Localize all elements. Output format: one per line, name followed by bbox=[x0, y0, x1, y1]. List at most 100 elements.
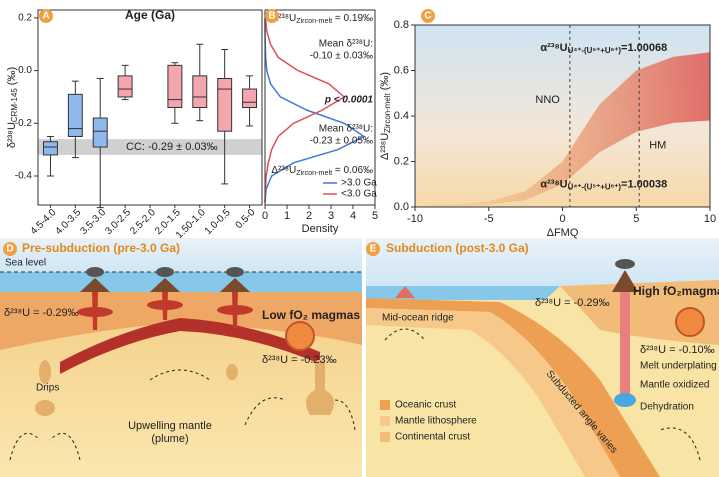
x-tick-label: -5 bbox=[484, 213, 494, 225]
plot-frame bbox=[264, 9, 376, 206]
x-tick-label: 0 bbox=[559, 213, 565, 225]
annotation-sub: Zircon-melt bbox=[296, 16, 332, 25]
label: Sea level bbox=[5, 258, 46, 269]
annotation: p < 0.0001 bbox=[324, 95, 374, 106]
label: (plume) bbox=[151, 433, 188, 445]
annotation-tail: = 0.19‰ bbox=[332, 13, 373, 24]
sky bbox=[366, 238, 719, 286]
panel-label: D bbox=[6, 244, 13, 255]
drips bbox=[35, 360, 334, 416]
y-tick-label: 0.2 bbox=[394, 155, 409, 167]
volcanoes bbox=[80, 267, 250, 292]
chart-title: Age (Ga) bbox=[125, 8, 175, 22]
annotation-main: α²³⁸U bbox=[540, 42, 567, 54]
label: δ²³⁸U = -0.23‰ bbox=[262, 354, 337, 366]
plot-frame bbox=[414, 24, 711, 208]
x-axis-label: Density bbox=[302, 223, 339, 235]
x-tick-label: 5 bbox=[372, 210, 378, 222]
magma-chamber bbox=[675, 307, 705, 337]
reference-label: NNO bbox=[535, 94, 560, 106]
x-tick-label: 5 bbox=[633, 213, 639, 225]
annotation-sub: U⁴⁺-(U⁵⁺+U⁶⁺) bbox=[568, 46, 622, 55]
x-tick-label: 2.5-2.0 bbox=[128, 207, 158, 237]
y-tick-label: -0.4 bbox=[15, 171, 33, 182]
legend-swatch bbox=[380, 432, 390, 442]
annotation-main: α²³⁸U bbox=[540, 178, 567, 190]
x-tick-label: 0.5-0 bbox=[234, 207, 258, 231]
reference-label: HM bbox=[649, 139, 666, 151]
smoke bbox=[615, 259, 635, 269]
label: δ²³⁸U = -0.10‰ bbox=[640, 344, 715, 356]
y-axis-label-main: Δ²³⁸U bbox=[379, 133, 391, 160]
x-tick-label: 4.0-3.5 bbox=[54, 207, 84, 237]
y-axis-label-main: δ²³⁸U bbox=[6, 122, 18, 148]
y-axis-label-tail: (‰) bbox=[6, 67, 18, 88]
x-tick-label: 3 bbox=[328, 210, 334, 222]
annotation: α²³⁸UU⁴⁺-(U⁵⁺+U⁶⁺)=1.00068 bbox=[540, 42, 667, 55]
x-tick-label: 3.5-3.0 bbox=[78, 207, 108, 237]
annotation: -0.23 ± 0.05‰ bbox=[310, 136, 373, 147]
legend-label: Mantle lithosphere bbox=[395, 416, 477, 427]
label: Dehydration bbox=[640, 402, 694, 413]
x-tick-label: 0 bbox=[262, 210, 268, 222]
box bbox=[67, 93, 83, 137]
sky bbox=[0, 238, 362, 272]
panel-label-bg bbox=[366, 242, 380, 256]
box bbox=[192, 75, 208, 109]
annotation: -0.10 ± 0.03‰ bbox=[310, 51, 373, 62]
conduits bbox=[77, 290, 253, 330]
annotation-tail: = 0.06‰ bbox=[332, 165, 373, 176]
reference-label: CC: -0.29 ± 0.03‰ bbox=[126, 141, 218, 153]
y-tick-label: -0.2 bbox=[15, 118, 33, 129]
x-tick-label: 3.0-2.5 bbox=[103, 207, 133, 237]
magma-chamber bbox=[285, 321, 315, 351]
label: Mantle oxidized bbox=[640, 380, 709, 391]
panel-label-bg bbox=[421, 9, 435, 23]
x-tick-label: -10 bbox=[407, 213, 423, 225]
dehydration bbox=[614, 393, 636, 407]
label: Mid-ocean ridge bbox=[382, 313, 454, 324]
x-tick-label: 1 bbox=[284, 210, 290, 222]
box bbox=[117, 75, 133, 98]
x-tick-label: 4.5-4.0 bbox=[29, 207, 59, 237]
label: Melt underplating bbox=[640, 361, 717, 372]
annotation: Δ²³⁸UZircon-melt = 0.06‰ bbox=[271, 165, 373, 177]
flow-arrows bbox=[9, 369, 356, 461]
panel-d: D Pre-subduction (pre-3.0 Ga) Sea level … bbox=[0, 238, 362, 477]
box bbox=[42, 141, 58, 156]
annotation: α²³⁸UU⁴⁺-(U⁵⁺+U⁶⁺)=1.00038 bbox=[540, 178, 667, 191]
annotation-tail: =1.00068 bbox=[621, 42, 667, 54]
legend-label: >3.0 Ga bbox=[341, 178, 377, 189]
diagram-title: Subduction (post-3.0 Ga) bbox=[386, 241, 529, 255]
panel-label-bg bbox=[265, 9, 279, 23]
box bbox=[167, 64, 183, 108]
legend-label: <3.0 Ga bbox=[341, 189, 377, 200]
legend-swatch bbox=[380, 400, 390, 410]
annotation-main: Δ²³⁸U bbox=[271, 13, 296, 24]
y-axis-label-sub: CRM-145 bbox=[10, 88, 19, 122]
x-axis-label: ΔFMQ bbox=[547, 227, 579, 239]
annotation: Mean δ²³⁸U: bbox=[319, 124, 373, 135]
annotation: Mean δ²³⁸U: bbox=[319, 39, 373, 50]
volcano bbox=[612, 270, 638, 292]
magma-layer bbox=[60, 318, 320, 374]
box bbox=[217, 78, 233, 132]
label: δ²³⁸U = -0.29‰ bbox=[4, 307, 79, 319]
y-tick-label: 0.8 bbox=[394, 19, 409, 31]
annotation-sub: U⁴⁺-(U⁵⁺+U⁶⁺) bbox=[568, 182, 622, 191]
legend-label: Continental crust bbox=[395, 432, 470, 443]
diagram-title: Pre-subduction (pre-3.0 Ga) bbox=[22, 241, 180, 255]
panel-e: E Subduction (post-3.0 Ga) Mid-ocean rid… bbox=[366, 238, 719, 477]
y-axis-label-sub: Zircon-melt bbox=[383, 92, 392, 132]
y-axis-label: Δ²³⁸UZircon-melt (‰) bbox=[379, 72, 392, 160]
y-tick-label: 0.2 bbox=[18, 13, 32, 24]
x-tick-label: 4 bbox=[350, 210, 356, 222]
annotation: Δ²³⁸UZircon-melt = 0.19‰ bbox=[271, 13, 373, 25]
ocean bbox=[366, 286, 560, 300]
legend-label: Oceanic crust bbox=[395, 400, 456, 411]
box bbox=[92, 117, 108, 148]
panel-label: C bbox=[424, 11, 431, 22]
